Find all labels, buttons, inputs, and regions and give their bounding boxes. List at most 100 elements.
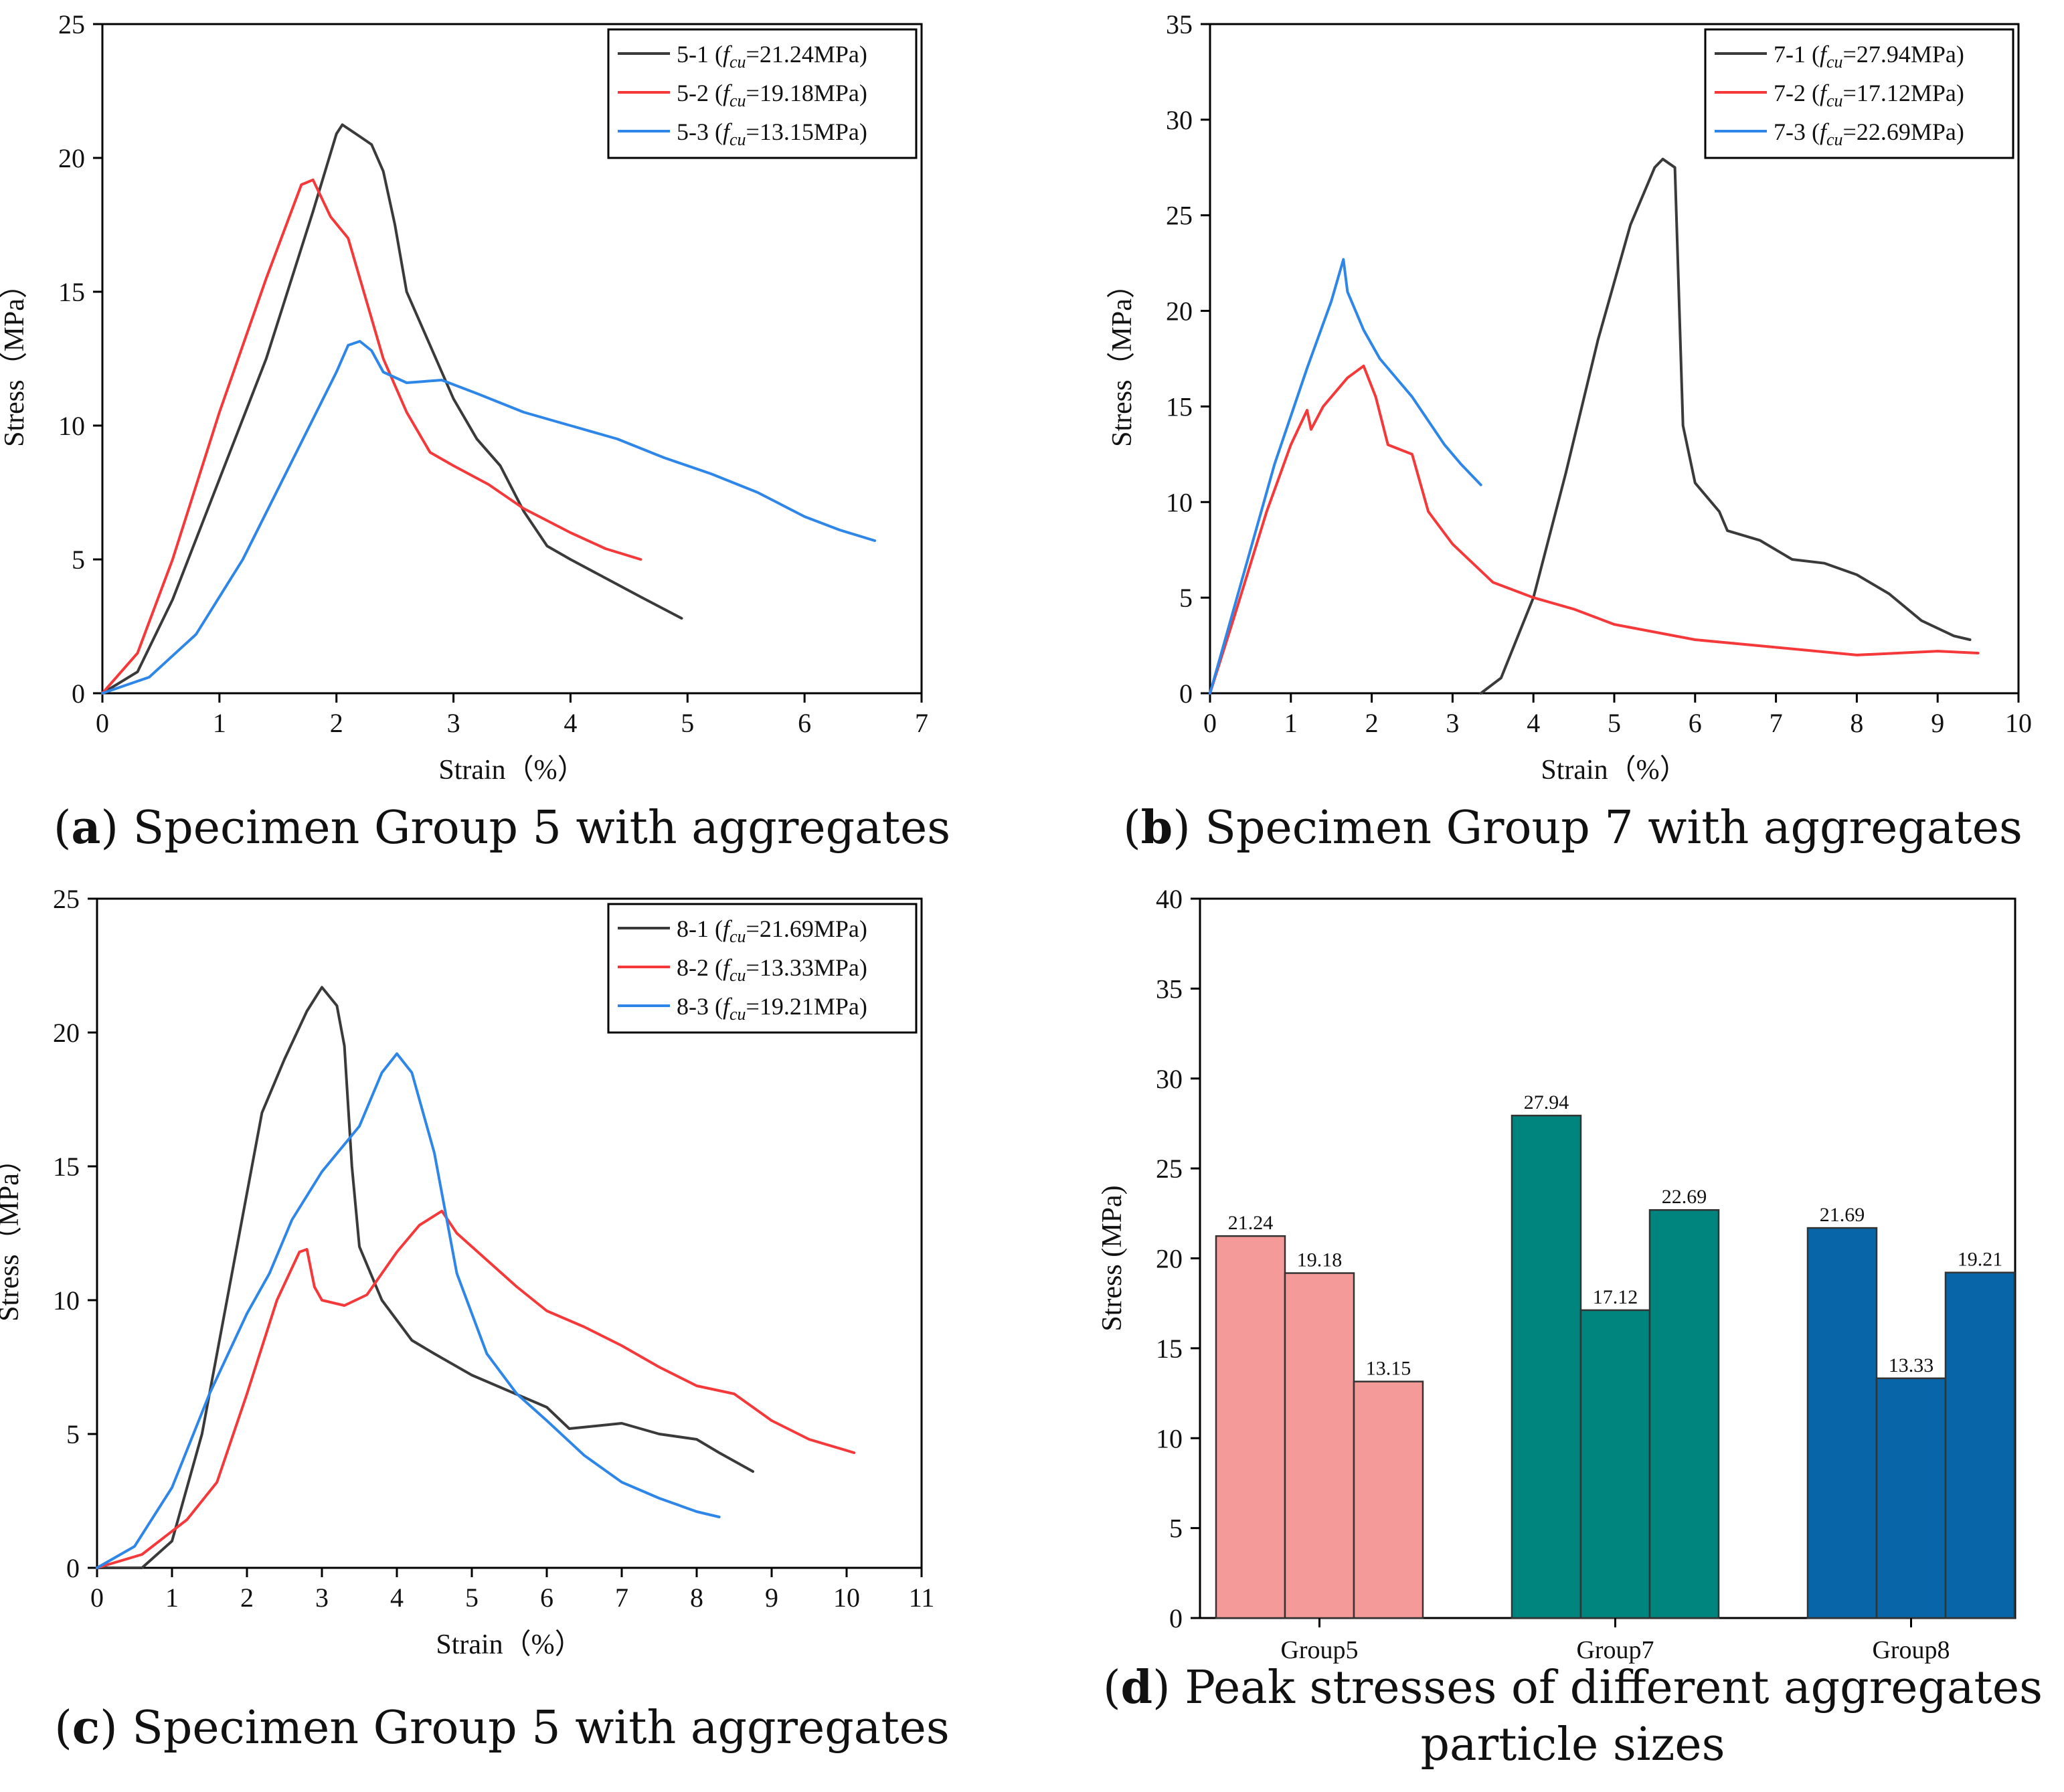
x-tick-label-a-2: 2	[330, 708, 343, 738]
x-tick-label-c-3: 3	[315, 1583, 329, 1613]
y-tick-label-b-25: 25	[1166, 201, 1193, 231]
bar-Group8-2	[1875, 1377, 1947, 1619]
x-tick-label-a-3: 3	[447, 708, 460, 738]
y-tick-label-d-35: 35	[1156, 974, 1183, 1004]
x-tick-label-b-0: 0	[1203, 708, 1217, 738]
y-tick-label-b-20: 20	[1166, 296, 1193, 327]
legend-label-7-3: 7-3 (fcu=22.69MPa)	[1774, 118, 1964, 149]
bar-value-label-Group5-2: 19.18	[1297, 1249, 1343, 1271]
bar-Group8-3	[1944, 1271, 2016, 1619]
y-tick-label-c-5: 5	[66, 1419, 80, 1449]
y-tick-label-d-25: 25	[1156, 1154, 1183, 1184]
y-tick-label-b-10: 10	[1166, 487, 1193, 517]
x-tick-label-c-8: 8	[690, 1583, 703, 1613]
y-tick-label-c-15: 15	[53, 1152, 80, 1182]
x-tick-label-c-7: 7	[615, 1583, 628, 1613]
y-tick-label-b-5: 5	[1179, 583, 1193, 613]
x-tick-label-a-0: 0	[96, 708, 109, 738]
x-axis-label-b: Strain（%）	[1541, 755, 1687, 786]
bar-Group7-3	[1648, 1208, 1720, 1619]
bar-value-label-Group7-2: 17.12	[1593, 1286, 1638, 1308]
x-tick-label-a-5: 5	[681, 708, 694, 738]
series-line-8-3	[96, 1052, 721, 1569]
chart-panel-c: 0 1 2 3 4 5 6 7 8 9 10 11 0 5 10 15 20 25 Strain（%） Stress（…	[0, 884, 934, 1660]
caption-b: (b) Specimen Group 7 with aggregates	[1123, 801, 2023, 855]
legend-label-5-2: 5-2 (fcu=19.18MPa)	[677, 80, 867, 110]
legend-a: 5-1 (fcu=21.24MPa) 5-2 (fcu=19.18MPa) 5-3 …	[607, 28, 918, 159]
x-tick-label-a-4: 4	[564, 708, 577, 738]
bar-Group8-1	[1806, 1227, 1878, 1619]
y-tick-label-b-0: 0	[1179, 679, 1193, 709]
x-tick-label-b-1: 1	[1284, 708, 1298, 738]
y-tick-label-d-15: 15	[1156, 1334, 1183, 1364]
chart-panel-d: 0 5 10 15 20 25 30 35 40 Stress (MPa) 21.24 19.18 13…	[1097, 884, 2016, 1664]
legend-label-8-1: 8-1 (fcu=21.69MPa)	[677, 915, 867, 946]
y-tick-label-c-20: 20	[53, 1018, 80, 1048]
y-tick-label-d-5: 5	[1169, 1514, 1183, 1544]
y-axis-label-a: Stress（MPa）	[0, 270, 30, 447]
y-axis-label-c: Stress（MPa）	[0, 1145, 25, 1322]
y-tick-label-b-35: 35	[1166, 9, 1193, 39]
x-tick-label-b-9: 9	[1931, 708, 1944, 738]
legend-b: 7-1 (fcu=27.94MPa) 7-2 (fcu=17.12MPa) 7-3 …	[1704, 28, 2014, 159]
x-tick-label-c-4: 4	[390, 1583, 404, 1613]
x-tick-label-c-1: 1	[165, 1583, 179, 1613]
bar-value-label-Group5-3: 13.15	[1366, 1358, 1411, 1380]
y-tick-label-a-0: 0	[72, 679, 85, 709]
legend-label-5-1: 5-1 (fcu=21.24MPa)	[677, 41, 867, 72]
legend-c: 8-1 (fcu=21.69MPa) 8-2 (fcu=13.33MPa) 8-3 …	[607, 903, 918, 1034]
y-tick-label-d-40: 40	[1156, 884, 1183, 914]
y-tick-label-c-0: 0	[66, 1553, 80, 1583]
x-tick-label-b-10: 10	[2005, 708, 2032, 738]
x-tick-label-c-5: 5	[465, 1583, 479, 1613]
x-category-label-Group5: Group5	[1280, 1636, 1358, 1664]
legend-label-7-1: 7-1 (fcu=27.94MPa)	[1774, 41, 1964, 72]
x-tick-label-b-7: 7	[1770, 708, 1783, 738]
x-tick-label-c-2: 2	[240, 1583, 254, 1613]
bar-value-label-Group5-1: 21.24	[1228, 1212, 1274, 1234]
x-tick-label-a-7: 7	[915, 708, 928, 738]
legend-label-7-2: 7-2 (fcu=17.12MPa)	[1774, 80, 1964, 110]
plot-frame-a	[101, 23, 923, 695]
caption-c: (c) Specimen Group 5 with aggregates	[54, 1701, 950, 1755]
x-tick-label-c-9: 9	[765, 1583, 778, 1613]
x-category-label-Group7: Group7	[1576, 1636, 1654, 1664]
series-line-7-1	[1479, 157, 1972, 695]
series-line-8-1	[96, 986, 754, 1569]
bar-Group5-1	[1215, 1235, 1286, 1619]
y-tick-label-a-25: 25	[58, 9, 85, 39]
x-tick-label-c-10: 10	[833, 1583, 860, 1613]
y-tick-label-c-25: 25	[53, 884, 80, 914]
x-tick-label-b-4: 4	[1527, 708, 1540, 738]
bar-value-label-Group8-2: 13.33	[1889, 1354, 1934, 1376]
x-tick-label-c-11: 11	[909, 1583, 935, 1613]
legend-label-8-3: 8-3 (fcu=19.21MPa)	[677, 993, 867, 1024]
x-tick-label-b-3: 3	[1446, 708, 1459, 738]
bar-value-label-Group7-1: 27.94	[1524, 1091, 1569, 1113]
y-tick-label-b-30: 30	[1166, 105, 1193, 135]
x-tick-label-b-5: 5	[1608, 708, 1621, 738]
series-line-7-2	[1209, 364, 1980, 695]
x-tick-label-b-2: 2	[1365, 708, 1379, 738]
x-axis-label-c: Strain（%）	[436, 1629, 582, 1660]
y-axis-label-b: Stress（MPa）	[1107, 270, 1138, 447]
y-tick-label-b-15: 15	[1166, 391, 1193, 422]
x-tick-label-b-8: 8	[1850, 708, 1863, 738]
y-tick-label-a-20: 20	[58, 143, 85, 173]
legend-label-8-2: 8-2 (fcu=13.33MPa)	[677, 954, 867, 985]
y-tick-label-c-10: 10	[53, 1285, 80, 1316]
y-tick-label-d-10: 10	[1156, 1423, 1183, 1453]
x-category-label-Group8: Group8	[1872, 1636, 1950, 1664]
y-tick-label-a-15: 15	[58, 277, 85, 307]
x-tick-label-c-0: 0	[90, 1583, 104, 1613]
chart-panel-a: 0 1 2 3 4 5 6 7 0 5 10 15 20 25 Strain（%） Stress（MPa） 5-…	[0, 9, 928, 786]
series-line-8-2	[96, 1209, 856, 1569]
legend-label-5-3: 5-3 (fcu=13.15MPa)	[677, 118, 867, 149]
chart-panel-b: 0 1 2 3 4 5 6 7 8 9 10 0 5 10 15 20 25 30 35 Strain（%） Stres…	[1107, 9, 2032, 786]
x-axis-label-a: Strain（%）	[438, 755, 585, 786]
y-tick-label-a-5: 5	[72, 545, 85, 575]
series-line-5-2	[101, 178, 642, 695]
x-tick-label-b-6: 6	[1689, 708, 1702, 738]
bar-Group5-3	[1353, 1380, 1424, 1619]
